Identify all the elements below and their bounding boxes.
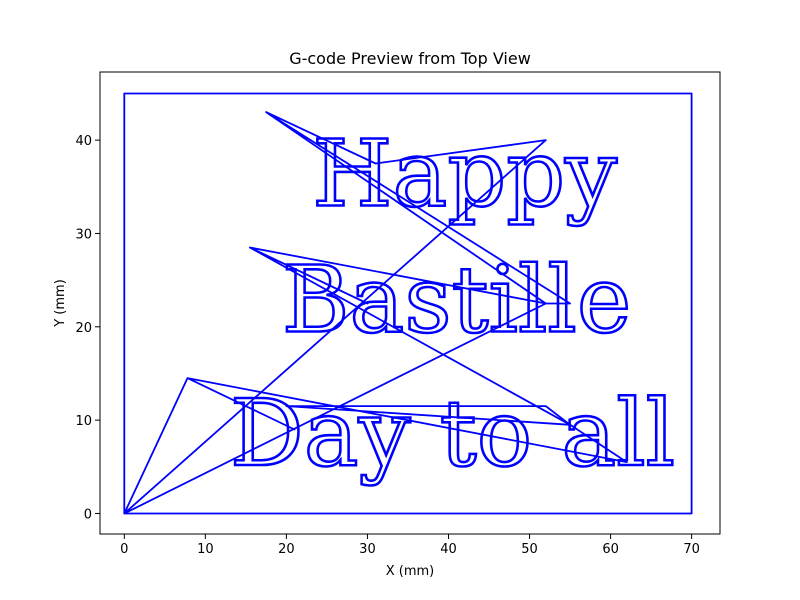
x-tick-label: 70 xyxy=(683,542,700,557)
chart-title: G-code Preview from Top View xyxy=(289,49,531,68)
plot-area xyxy=(100,72,720,534)
y-axis-label: Y (mm) xyxy=(53,279,68,328)
travel-path xyxy=(123,111,628,515)
x-axis-label: X (mm) xyxy=(386,564,435,579)
x-tick-label: 0 xyxy=(120,542,128,557)
toolpath-lines-layer xyxy=(123,92,693,515)
x-axis: 0 10 20 30 40 50 60 70 xyxy=(120,534,700,557)
y-tick-label: 40 xyxy=(75,134,92,149)
x-tick-label: 30 xyxy=(359,542,376,557)
x-tick-label: 40 xyxy=(440,542,457,557)
y-tick-label: 0 xyxy=(84,507,92,522)
border-path xyxy=(123,92,693,515)
toolpath-text: Bastille xyxy=(282,246,631,353)
toolpath-text: Happy xyxy=(312,120,617,227)
toolpath-text-layer: Happy Bastille Day to all xyxy=(229,119,677,488)
x-tick-label: 50 xyxy=(521,542,538,557)
y-tick-label: 20 xyxy=(75,321,92,336)
y-tick-label: 10 xyxy=(75,414,92,429)
plot-frame xyxy=(99,71,721,535)
toolpath-text: Day to all xyxy=(230,380,675,487)
y-tick-label: 30 xyxy=(75,227,92,242)
x-tick-label: 10 xyxy=(197,542,214,557)
y-axis: 0 10 20 30 40 xyxy=(75,134,100,522)
x-tick-label: 60 xyxy=(602,542,619,557)
x-tick-label: 20 xyxy=(278,542,295,557)
